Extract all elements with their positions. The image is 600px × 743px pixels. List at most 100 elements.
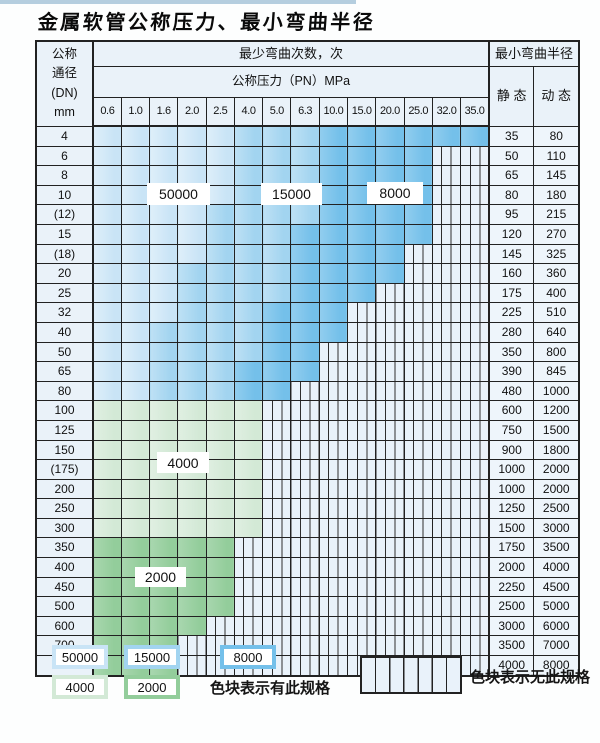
pressure-cell-15000 [149,341,179,363]
pressure-cell-15000 [233,204,264,225]
nominal-pressure-header: 公称压力（PN）MPa [92,66,490,98]
pressure-cell-50000 [205,184,235,206]
static-radius-cell: 900 [487,439,535,461]
pressure-cell-15000 [262,145,292,167]
pressure-cell-8000 [318,223,349,245]
legend-swatch-label: 4000 [56,679,104,695]
pressure-cell-15000 [262,204,292,225]
static-radius-cell: 65 [487,165,535,186]
pressure-cell-no-spec [431,361,462,382]
pressure-cell-no-spec [290,635,320,657]
pressure-cell-no-spec [431,419,462,441]
pressure-cell-8000 [290,321,320,343]
pressure-cell-50000 [205,165,235,186]
pressure-cell-50000 [177,145,207,167]
table-row: 50 350 800 [35,341,580,363]
pressure-cell-50000 [177,165,207,186]
dn-cell: 4 [35,125,94,147]
cycles-label-4000: 4000 [157,452,209,473]
pressure-cell-8000 [318,184,349,206]
pressure-cell-no-spec [318,439,349,461]
pressure-cell-8000 [431,125,462,147]
pressure-cell-no-spec [205,615,235,637]
legend-swatch-8000: 8000 [220,645,276,669]
pressure-cell-no-spec [347,537,377,559]
pressure-cell-4000 [120,419,151,441]
dynamic-radius-cell: 400 [533,282,580,304]
table-row: (12) 95 215 [35,204,580,225]
pressure-cell-15000 [233,125,264,147]
pressure-cell-no-spec [290,439,320,461]
pressure-cell-8000 [233,380,264,402]
pressure-cell-no-spec [375,302,405,323]
pressure-column-header: 32.0 [431,97,462,127]
dynamic-radius-cell: 8000 [533,655,580,677]
legend-swatch-label: 8000 [224,649,272,665]
dn-cell: 65 [35,361,94,382]
legend-no-spec-swatch [360,656,462,694]
pressure-cell-no-spec [375,459,405,480]
pressure-cell-15000 [233,282,264,304]
pressure-cell-no-spec [403,400,433,421]
pressure-cell-15000 [233,341,264,363]
pressure-cell-no-spec [403,576,433,598]
dynamic-radius-cell: 640 [533,321,580,343]
table-row: 100 600 1200 [35,400,580,421]
pressure-cell-no-spec [375,439,405,461]
pressure-cell-no-spec [460,302,490,323]
pressure-cell-no-spec [347,361,377,382]
cycles-label-50000: 50000 [147,183,210,205]
pressure-cell-no-spec [460,635,490,657]
pressure-cell-15000 [205,361,235,382]
pressure-cell-4000 [149,517,179,539]
pressure-cell-4000 [92,459,122,480]
pressure-cell-no-spec [290,615,320,637]
pressure-cell-no-spec [347,321,377,343]
dn-header-line4: mm [54,105,75,120]
static-radius-cell: 225 [487,302,535,323]
dn-cell: 250 [35,498,94,519]
pressure-cell-50000 [149,243,179,265]
pressure-cell-no-spec [262,517,292,539]
pressure-cell-15000 [205,263,235,284]
pressure-column-header: 2.5 [205,97,235,127]
pressure-cell-no-spec [431,537,462,559]
pressure-cell-no-spec [460,165,490,186]
legend-swatch-label: 15000 [128,649,176,665]
pressure-cell-15000 [205,204,235,225]
pressure-cell-no-spec [375,576,405,598]
pressure-cell-8000 [318,321,349,343]
static-radius-cell: 3500 [487,635,535,657]
pressure-cell-8000 [318,263,349,284]
pressure-cell-4000 [120,400,151,421]
pressure-cell-no-spec [347,341,377,363]
pressure-cell-no-spec [431,439,462,461]
pressure-cell-no-spec [375,498,405,519]
pressure-cell-no-spec [290,498,320,519]
pressure-cell-no-spec [318,478,349,500]
pressure-cell-no-spec [233,596,264,617]
dn-cell: 20 [35,263,94,284]
static-radius-cell: 35 [487,125,535,147]
pressure-cell-4000 [92,439,122,461]
table-row: 125 750 1500 [35,419,580,441]
pressure-cell-15000 [290,125,320,147]
pressure-cell-no-spec [347,439,377,461]
pressure-cell-no-spec [403,596,433,617]
pressure-cell-no-spec [290,557,320,578]
pressure-cell-4000 [205,400,235,421]
pressure-cell-no-spec [460,439,490,461]
pressure-cell-2000 [120,615,151,637]
pressure-cell-no-spec [262,459,292,480]
dynamic-radius-cell: 4500 [533,576,580,598]
cycles-label-2000: 2000 [135,567,186,587]
dn-cell: 350 [35,537,94,559]
pressure-cell-15000 [290,204,320,225]
pressure-cell-50000 [92,361,122,382]
pressure-cell-50000 [92,321,122,343]
pressure-cell-15000 [177,263,207,284]
pressure-cell-no-spec [318,655,349,677]
pressure-cell-8000 [375,243,405,265]
pressure-cell-4000 [177,478,207,500]
pressure-cell-no-spec [460,321,490,343]
